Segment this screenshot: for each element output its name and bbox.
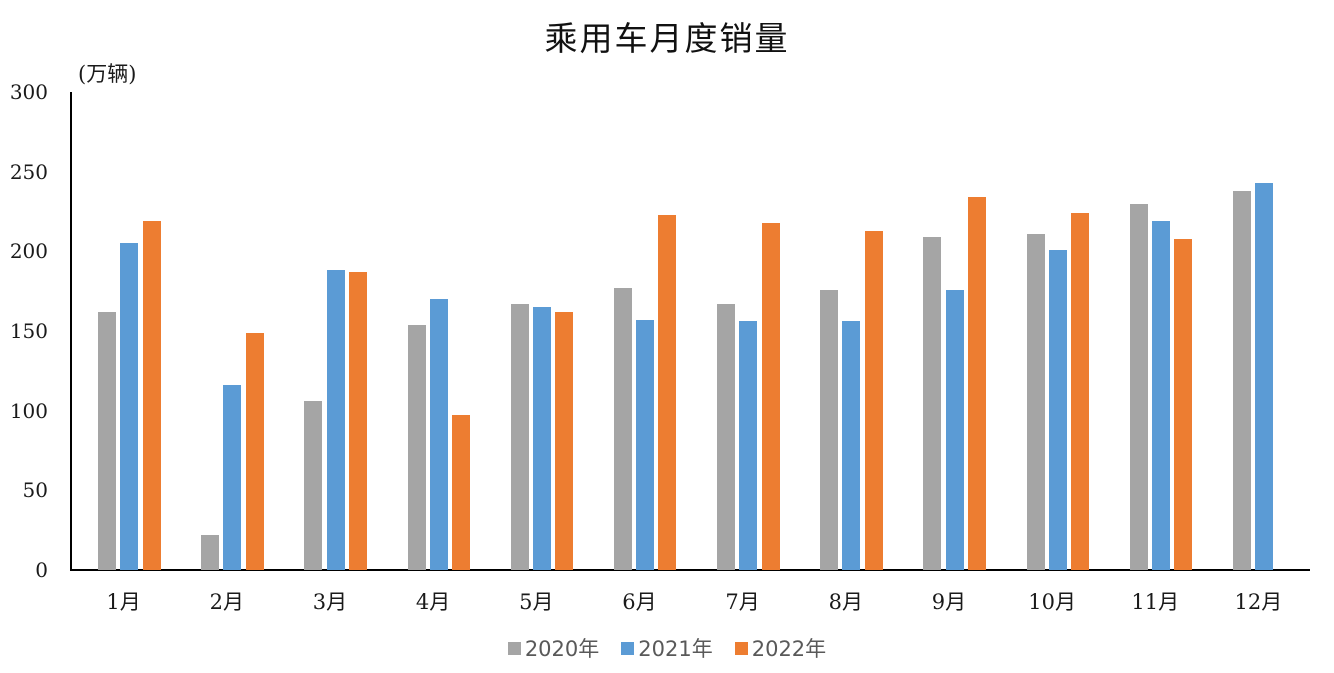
- bar-2022年-3月: [348, 272, 367, 570]
- bar-2021年-5月: [532, 307, 551, 570]
- bar-2022年-11月: [1174, 238, 1193, 570]
- bar-2021年-12月: [1255, 182, 1274, 570]
- bar-2021年-3月: [326, 270, 345, 570]
- bar-2020年-3月: [304, 401, 323, 570]
- x-tick-label: 8月: [828, 590, 863, 614]
- bar-2020年-7月: [717, 303, 735, 570]
- bar-2020年-4月: [407, 324, 426, 570]
- bar-2021年-8月: [842, 321, 861, 570]
- legend-item-2022年: 2022年: [734, 633, 827, 663]
- bar-2020年-2月: [201, 534, 220, 570]
- x-axis-line: [70, 569, 1310, 571]
- x-tick-label: 7月: [725, 590, 760, 614]
- bar-2022年-5月: [555, 311, 574, 570]
- x-tick-label: 12月: [1234, 590, 1283, 614]
- y-axis-unit-label: (万辆): [78, 62, 137, 86]
- bar-2020年-8月: [820, 289, 839, 570]
- bar-2020年-6月: [613, 287, 632, 570]
- bar-2020年-12月: [1232, 190, 1251, 570]
- bar-2022年-10月: [1071, 213, 1090, 570]
- legend-swatch-icon: [507, 641, 521, 655]
- x-tick-label: 5月: [519, 590, 554, 614]
- bar-2021年-6月: [636, 319, 655, 570]
- bar-2020年-1月: [98, 311, 116, 570]
- bar-2022年-2月: [245, 332, 264, 570]
- bar-2020年-10月: [1026, 233, 1045, 570]
- y-tick-label: 0: [35, 558, 48, 582]
- x-tick-label: 10月: [1028, 590, 1076, 614]
- bar-2020年-5月: [510, 303, 529, 570]
- x-tick-label: 6月: [622, 590, 657, 614]
- y-tick-label: 200: [9, 239, 48, 264]
- y-axis-line: [70, 92, 72, 571]
- bar-2021年-7月: [739, 321, 758, 570]
- bar-2021年-1月: [120, 243, 139, 570]
- bar-2020年-9月: [923, 236, 942, 570]
- bar-2022年-1月: [142, 221, 161, 570]
- bar-2021年-9月: [945, 289, 964, 570]
- bar-2022年-4月: [452, 415, 471, 570]
- y-tick-label: 100: [9, 398, 48, 423]
- y-tick-label: 50: [22, 478, 48, 503]
- bar-2020年-11月: [1129, 203, 1148, 570]
- x-tick-label: 9月: [931, 590, 967, 614]
- legend-swatch-icon: [621, 641, 635, 655]
- legend-item-2021年: 2021年: [621, 633, 713, 663]
- y-tick-label: 150: [9, 319, 48, 343]
- chart-title: 乘用车月度销量: [544, 19, 790, 58]
- legend-label: 2020年: [524, 637, 600, 661]
- bar-2022年-7月: [761, 222, 780, 570]
- bar-2021年-10月: [1048, 249, 1067, 570]
- y-tick-label: 300: [9, 80, 48, 104]
- x-tick-label: 2月: [209, 590, 244, 614]
- bar-2022年-9月: [967, 197, 986, 570]
- bar-2021年-4月: [429, 299, 448, 570]
- bar-2022年-8月: [864, 230, 883, 570]
- x-tick-label: 3月: [312, 590, 348, 614]
- legend: 2020年 2021年 2022年: [0, 633, 1334, 663]
- legend-swatch-icon: [734, 641, 748, 655]
- bar-2022年-6月: [658, 214, 677, 570]
- bar-2021年-11月: [1151, 221, 1170, 570]
- legend-item-2020年: 2020年: [507, 633, 600, 663]
- x-tick-label: 11月: [1131, 590, 1180, 614]
- y-tick-label: 250: [9, 159, 48, 184]
- x-tick-label: 4月: [415, 590, 451, 614]
- legend-label: 2022年: [751, 637, 827, 661]
- legend-label: 2021年: [638, 637, 713, 661]
- x-tick-label: 1月: [106, 590, 141, 614]
- bar-2021年-2月: [223, 385, 242, 570]
